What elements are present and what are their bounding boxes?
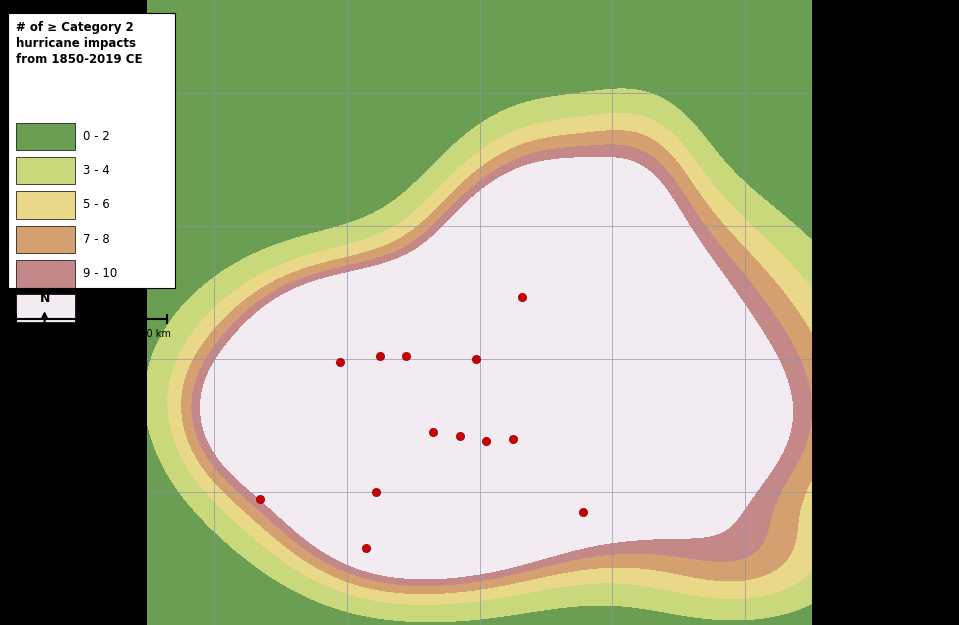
Text: 750 km: 750 km <box>133 329 171 339</box>
Text: 11 - 16: 11 - 16 <box>83 302 125 314</box>
Point <box>368 487 384 497</box>
Point <box>252 494 268 504</box>
Point <box>452 431 467 441</box>
Text: 0: 0 <box>12 329 19 339</box>
Text: 7 - 8: 7 - 8 <box>83 233 110 246</box>
Point <box>468 354 483 364</box>
Text: N: N <box>39 292 50 304</box>
Point <box>514 291 529 301</box>
FancyBboxPatch shape <box>16 260 75 288</box>
Point <box>505 434 521 444</box>
Text: 0 - 2: 0 - 2 <box>83 130 110 142</box>
Point <box>425 427 440 437</box>
Text: 5 - 6: 5 - 6 <box>83 199 110 211</box>
Point <box>372 351 387 361</box>
Point <box>479 436 494 446</box>
FancyBboxPatch shape <box>16 226 75 253</box>
Point <box>399 351 414 361</box>
Text: 9 - 10: 9 - 10 <box>83 268 117 280</box>
Point <box>359 543 374 553</box>
FancyBboxPatch shape <box>16 294 75 322</box>
FancyBboxPatch shape <box>16 191 75 219</box>
Text: 3 - 4: 3 - 4 <box>83 164 110 177</box>
Point <box>575 507 591 517</box>
FancyBboxPatch shape <box>16 122 75 150</box>
FancyBboxPatch shape <box>16 157 75 184</box>
Text: # of ≥ Category 2
hurricane impacts
from 1850-2019 CE: # of ≥ Category 2 hurricane impacts from… <box>16 21 143 66</box>
Point <box>332 357 347 367</box>
